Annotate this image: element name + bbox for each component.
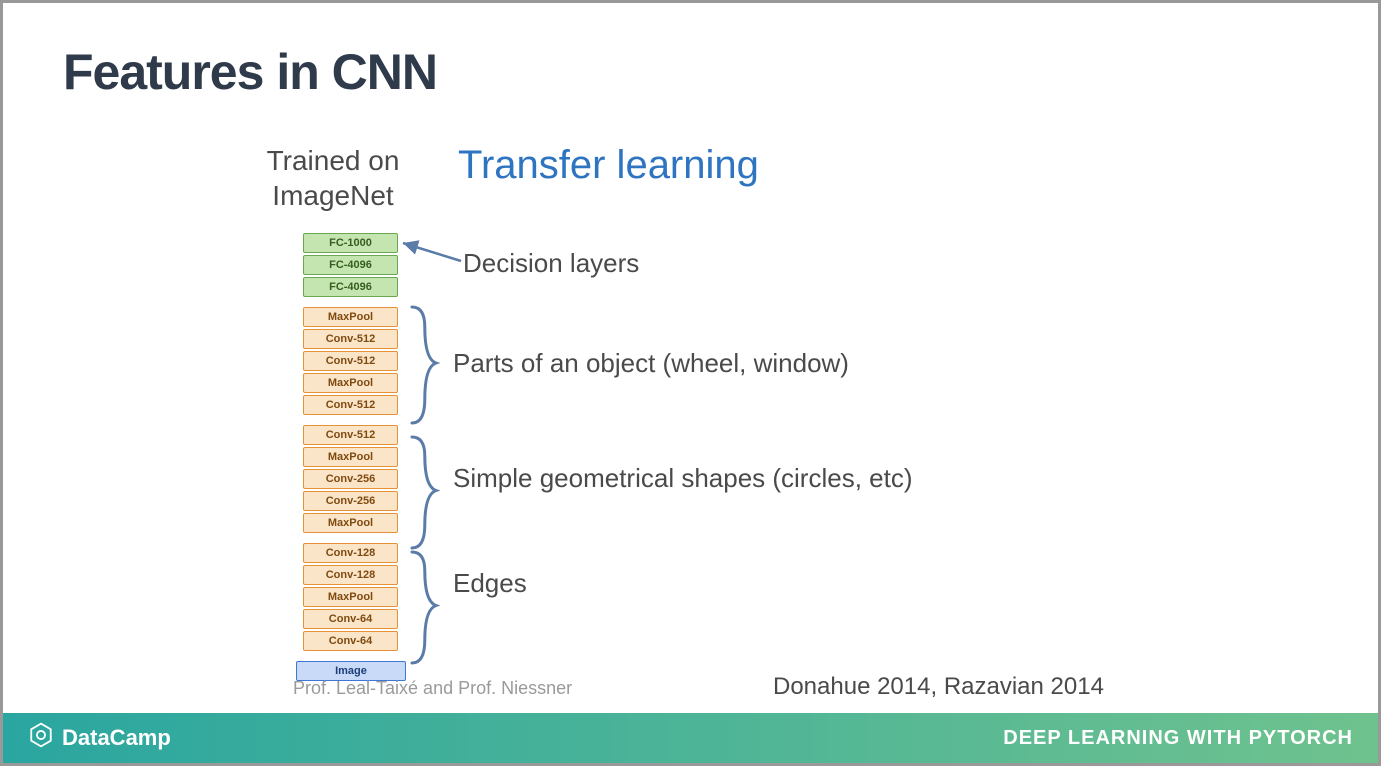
layer-conv-7: Conv-512 [303,395,398,415]
transfer-learning-label: Transfer learning [458,143,759,188]
brand-block: DataCamp [28,722,171,754]
credit-text: Prof. Leal-Taixé and Prof. Niessner [293,678,572,699]
layer-fc-2: FC-4096 [303,277,398,297]
layer-conv-17: Conv-64 [303,631,398,651]
layer-pool-6: MaxPool [303,373,398,393]
layer-fc-1: FC-4096 [303,255,398,275]
annotation-1: Parts of an object (wheel, window) [453,348,849,379]
slide-title: Features in CNN [63,43,437,101]
layer-pool-3: MaxPool [303,307,398,327]
layer-conv-13: Conv-128 [303,543,398,563]
brand-name: DataCamp [62,725,171,751]
layer-conv-8: Conv-512 [303,425,398,445]
layer-conv-14: Conv-128 [303,565,398,585]
annotation-0: Decision layers [463,248,639,279]
layer-conv-5: Conv-512 [303,351,398,371]
brace-0 [408,303,446,433]
layer-conv-11: Conv-256 [303,491,398,511]
citation-text: Donahue 2014, Razavian 2014 [773,673,1104,701]
layer-pool-15: MaxPool [303,587,398,607]
layer-pool-9: MaxPool [303,447,398,467]
brace-2 [408,548,446,673]
layer-pool-12: MaxPool [303,513,398,533]
slide-frame: Features in CNN Trained on ImageNet Tran… [0,0,1381,766]
brace-1 [408,433,446,558]
diagram-area: Trained on ImageNet Transfer learning FC… [213,143,1163,703]
layer-conv-10: Conv-256 [303,469,398,489]
annotation-3: Edges [453,568,527,599]
cnn-layer-stack: FC-1000FC-4096FC-4096MaxPoolConv-512Conv… [303,233,398,681]
layer-conv-4: Conv-512 [303,329,398,349]
slide-inner: Features in CNN Trained on ImageNet Tran… [13,13,1368,753]
annotation-2: Simple geometrical shapes (circles, etc) [453,463,913,494]
layer-conv-16: Conv-64 [303,609,398,629]
footer-bar: DataCamp DEEP LEARNING WITH PYTORCH [3,713,1378,763]
trained-on-label: Trained on ImageNet [243,143,423,213]
datacamp-logo-icon [28,722,54,754]
layer-fc-0: FC-1000 [303,233,398,253]
course-name: DEEP LEARNING WITH PYTORCH [1003,727,1353,750]
